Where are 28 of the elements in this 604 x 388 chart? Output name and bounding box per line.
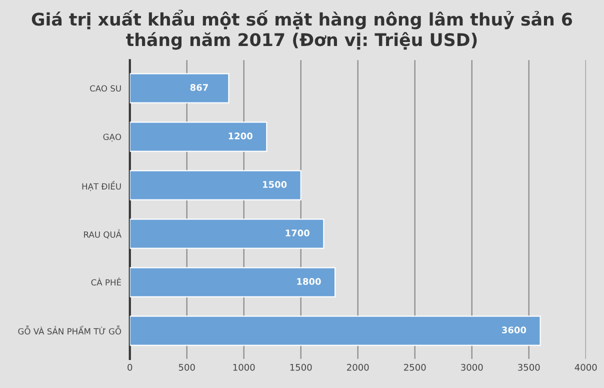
x-tick-label: 0 bbox=[128, 364, 132, 371]
y-tick-label: GỖ VÀ SẢN PHẨM TỪ GỖ bbox=[18, 326, 122, 334]
y-tick-label: RAU QUẢ bbox=[84, 229, 122, 239]
x-tick-label: 3500 bbox=[518, 364, 540, 371]
bar bbox=[130, 218, 324, 249]
bar bbox=[130, 267, 336, 298]
x-tick-label: 3000 bbox=[461, 364, 483, 371]
y-tick-label: HẠT ĐIỀU bbox=[82, 180, 121, 191]
data-label: 3600 bbox=[502, 326, 526, 334]
y-tick-label: CÀ PHÊ bbox=[91, 278, 121, 286]
y-tick-label: GẠO bbox=[103, 134, 122, 142]
x-tick-label: 500 bbox=[178, 364, 195, 371]
x-tick-label: 1000 bbox=[233, 364, 255, 371]
data-label: 1800 bbox=[297, 278, 321, 285]
data-label: 1700 bbox=[286, 230, 310, 236]
x-tick-label: 2500 bbox=[404, 364, 426, 371]
x-tick-label: 1500 bbox=[290, 364, 312, 371]
x-tick-label: 4000 bbox=[574, 364, 597, 371]
chart-title: Giá trị xuất khẩu một số mặt hàng nông lâm thuỷ sản 6 tháng năm 2017 (Đơn vị: Triệu USD) bbox=[32, 10, 572, 50]
data-label: 1500 bbox=[262, 181, 287, 188]
bar bbox=[130, 170, 302, 200]
bar bbox=[130, 73, 230, 104]
data-label: 1200 bbox=[228, 132, 252, 140]
x-tick-label: 2000 bbox=[347, 364, 369, 371]
y-tick-label: CAO SU bbox=[90, 85, 121, 92]
bar bbox=[130, 122, 268, 152]
bar bbox=[130, 316, 541, 346]
data-label: 867 bbox=[190, 84, 208, 91]
